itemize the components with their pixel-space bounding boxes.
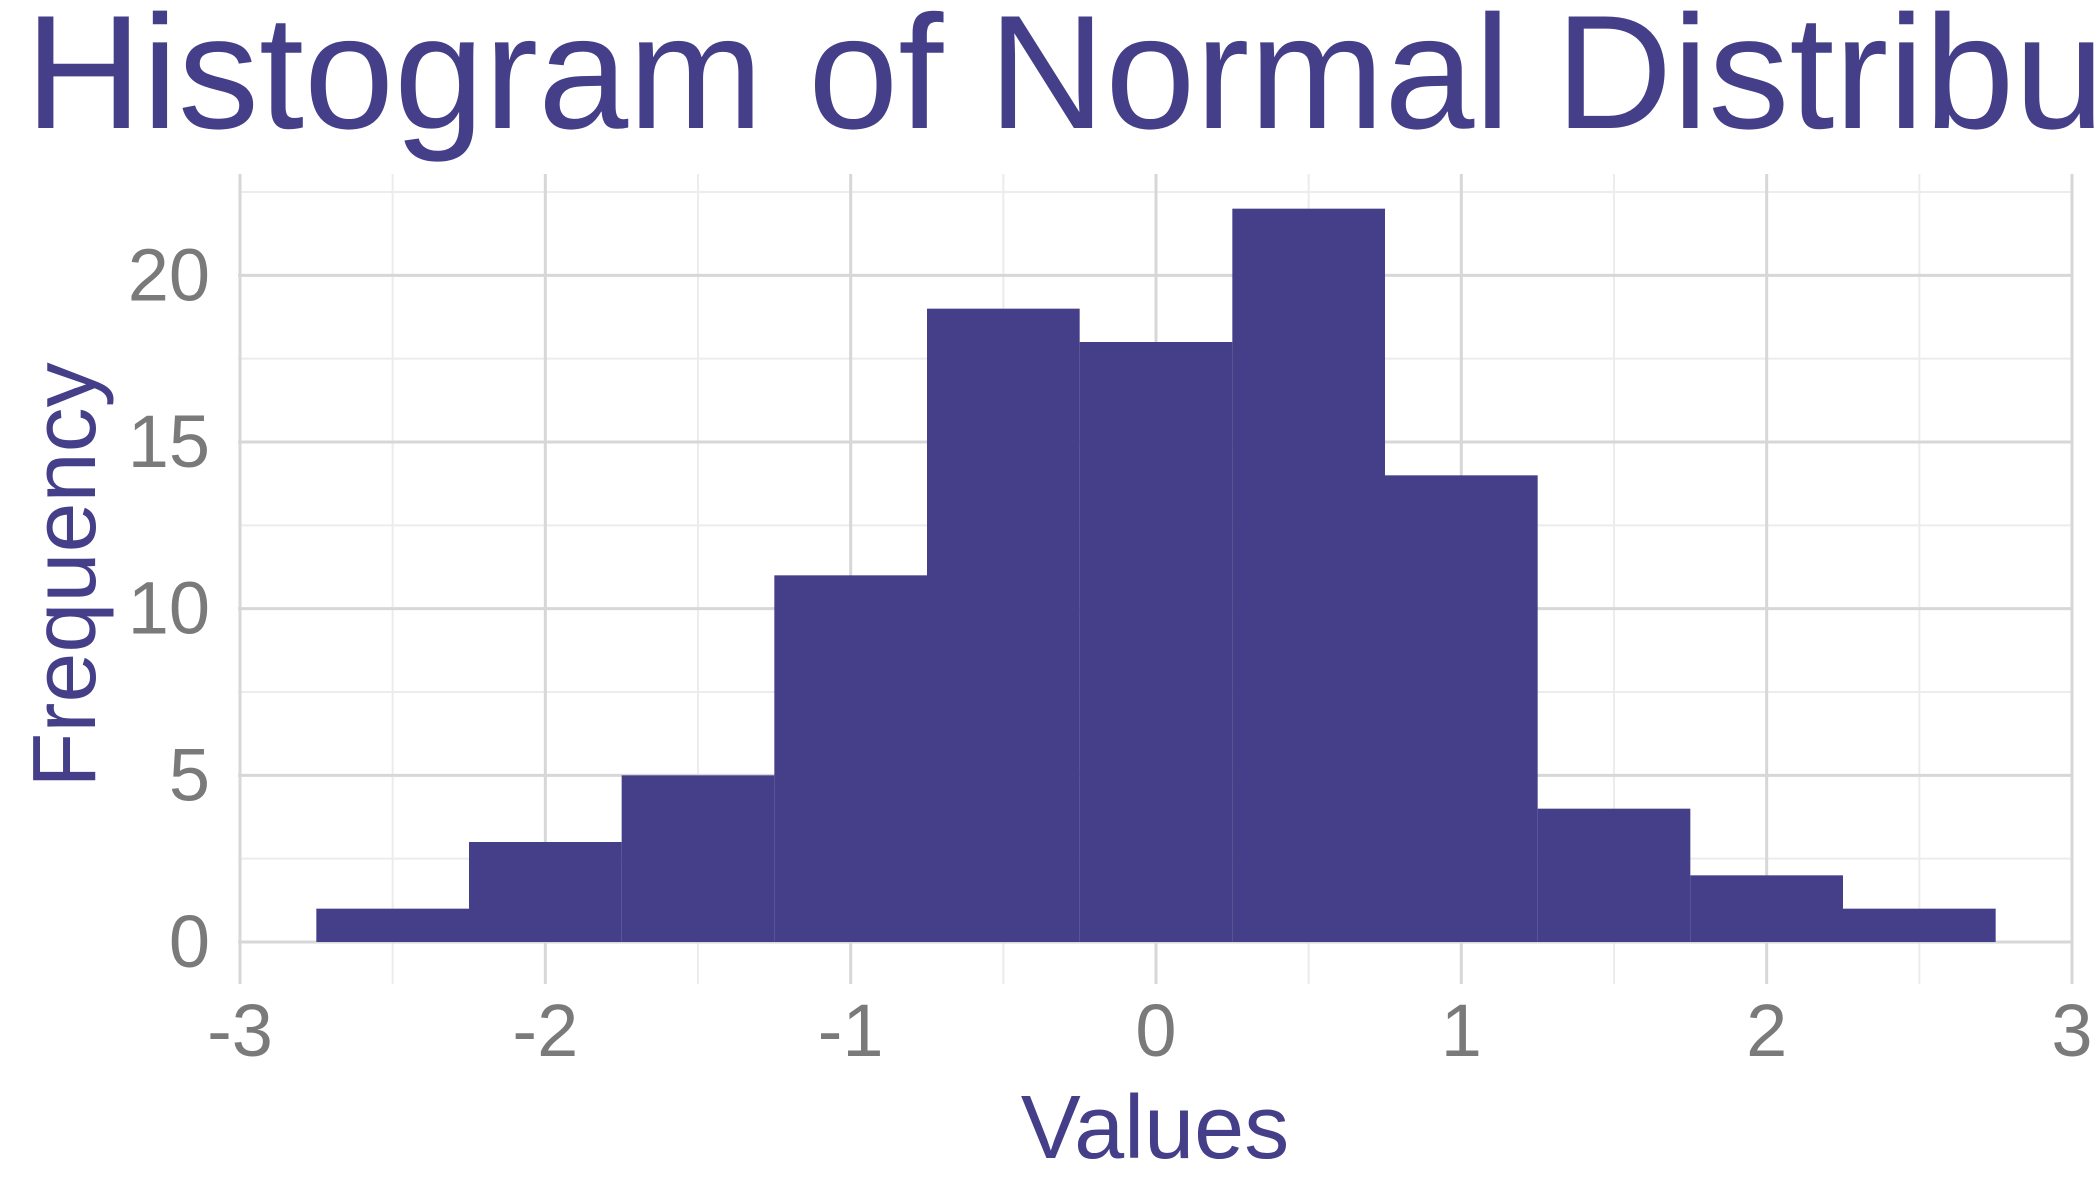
y-tick-label: 20 xyxy=(128,233,210,316)
histogram-bar xyxy=(316,908,469,942)
histogram-bar xyxy=(774,575,927,942)
histogram-bar xyxy=(1232,208,1385,942)
histogram-bar xyxy=(621,775,775,942)
x-tick-label: 0 xyxy=(1135,989,1176,1072)
y-tick-label: 10 xyxy=(128,567,210,650)
histogram-bar xyxy=(1537,808,1691,942)
histogram-bar xyxy=(1843,908,1996,942)
histogram-bar xyxy=(1079,342,1233,942)
y-axis-title: Frequency xyxy=(15,362,115,787)
x-tick-label: 1 xyxy=(1441,989,1482,1072)
chart-title: Histogram of Normal Distribution S xyxy=(25,0,2100,163)
y-tick-label: 5 xyxy=(169,733,210,816)
y-tick-label: 15 xyxy=(128,400,210,483)
y-tick-label: 0 xyxy=(169,900,210,983)
histogram-bar xyxy=(1385,475,1538,942)
x-tick-label: 2 xyxy=(1746,989,1787,1072)
x-tick-label: -2 xyxy=(512,989,578,1072)
histogram-bar xyxy=(927,308,1080,943)
x-tick-label: -1 xyxy=(818,989,884,1072)
histogram-bar xyxy=(1690,875,1843,942)
tick-labels: -3 -2 -1 0 1 2 3 0 5 10 15 20 xyxy=(128,233,2093,1072)
x-tick-label: -3 xyxy=(207,989,273,1072)
x-tick-label: 3 xyxy=(2051,989,2092,1072)
x-axis-title: Values xyxy=(1021,1078,1290,1178)
histogram-bars xyxy=(316,208,1996,943)
histogram-bar xyxy=(469,842,622,942)
